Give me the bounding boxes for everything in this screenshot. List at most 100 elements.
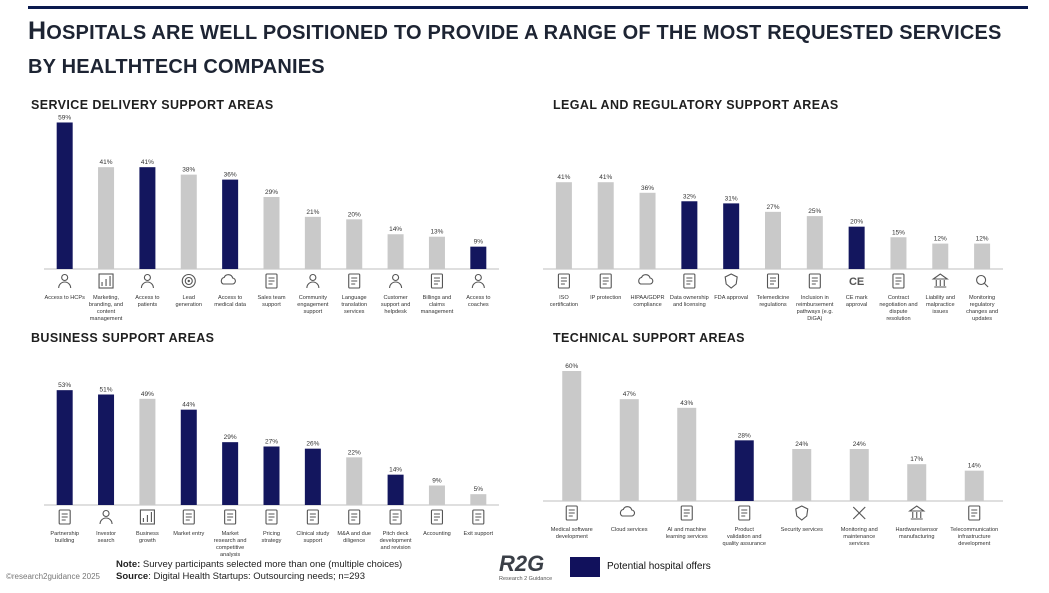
bar [907, 464, 927, 501]
data-label: 24% [795, 441, 808, 448]
invoice-icon [430, 273, 444, 289]
bar [848, 226, 865, 269]
bar [387, 234, 404, 269]
category-label: Cloud services [611, 527, 648, 533]
category-label: Exit support [464, 531, 494, 537]
footnote-source-text: : Digital Health Startups: Outsourcing n… [148, 571, 365, 582]
bar [806, 216, 823, 269]
category-label: Lead generation [176, 295, 202, 308]
data-label: 9% [432, 478, 442, 485]
handshake-icon [58, 509, 71, 525]
data-label: 44% [182, 402, 195, 409]
folder-icon [683, 273, 696, 289]
data-label: 31% [725, 195, 738, 202]
handshake-icon [892, 273, 905, 289]
r2g-logo: R2G Research 2 Guidance [499, 553, 559, 587]
data-label: 20% [348, 211, 361, 218]
bar [56, 122, 73, 269]
category-label: Investor search [96, 531, 116, 544]
bar [346, 219, 363, 269]
bar [890, 237, 907, 269]
category-label: Marketing, branding, and content management [89, 295, 123, 322]
bar [639, 192, 656, 269]
category-label: M&A and due diligence [337, 531, 371, 544]
data-label: 60% [565, 363, 578, 370]
data-label: 14% [389, 226, 402, 233]
category-label: Telecommunication infrastructure developme… [950, 527, 998, 547]
bar [139, 167, 156, 269]
legend-label: Potential hospital offers [607, 561, 711, 572]
category-label: Pitch deck development and revision [380, 531, 412, 551]
magnifier-icon [976, 274, 989, 288]
bar [56, 390, 73, 505]
category-label: ISO certification [550, 295, 578, 308]
data-label: 29% [224, 434, 237, 441]
checklist-icon [738, 505, 751, 521]
bar [677, 407, 697, 501]
bar [964, 470, 984, 501]
data-label: 43% [680, 400, 693, 407]
category-label: Telemedicine regulations [757, 295, 790, 308]
category-label: Business growth [136, 531, 159, 544]
bar [139, 398, 156, 505]
bar [562, 371, 582, 501]
data-label: 25% [808, 208, 821, 215]
data-label: 47% [623, 391, 636, 398]
presentation-icon [224, 509, 237, 525]
data-label: 15% [892, 229, 905, 236]
bar [765, 211, 781, 269]
bar [932, 243, 949, 269]
data-label: 22% [348, 449, 361, 456]
data-label: 26% [306, 441, 319, 448]
data-label: 27% [766, 204, 779, 211]
bar [428, 485, 445, 505]
pitch-board-icon [389, 509, 402, 525]
ce-mark-icon: CE [849, 276, 864, 288]
copyright: ©research2guidance 2025 [6, 572, 100, 581]
factory-icon [908, 505, 926, 520]
bar [734, 440, 754, 501]
bar [387, 474, 404, 505]
bar [470, 246, 487, 269]
bar [974, 243, 991, 269]
data-label: 9% [474, 239, 484, 246]
coach-icon [471, 273, 485, 289]
svg-text:CE: CE [849, 276, 864, 288]
page-title-rest: ospitals are well positioned to provide … [28, 22, 1002, 78]
tools-icon [852, 506, 866, 520]
data-label: 36% [641, 185, 654, 192]
category-label: Market research and competitive analysis [214, 531, 247, 558]
entry-door-icon [182, 509, 195, 525]
footnote-source-label: Source [116, 571, 149, 582]
data-label: 12% [976, 236, 989, 243]
category-label: Access to medical data [214, 295, 247, 308]
logo-sub-text: Research 2 Guidance [499, 576, 553, 582]
service-delivery-chart: 59% Access to HCPs 41% Marketing, branding, … [44, 114, 499, 322]
data-label: 24% [853, 441, 866, 448]
data-label: 32% [683, 193, 696, 200]
data-label: 27% [265, 439, 278, 446]
bar [723, 203, 740, 269]
calculator-icon [430, 509, 444, 525]
cloud-network-icon [619, 506, 636, 517]
data-label: 21% [306, 209, 319, 216]
category-label: IP protection [590, 295, 621, 301]
footnote-note-text: Survey participants selected more than o… [140, 559, 403, 570]
exit-icon [472, 509, 485, 525]
data-label: 28% [738, 432, 751, 439]
bar [681, 201, 698, 269]
data-label: 12% [934, 236, 947, 243]
category-label: AI and machine learning services [666, 527, 708, 540]
microscope-icon [306, 509, 319, 525]
robot-icon [680, 505, 693, 521]
data-label: 38% [182, 167, 195, 174]
id-card-icon [599, 273, 612, 289]
target-icon [181, 273, 196, 289]
business-chart: 53% Partnership building 51% Investor search 4… [44, 382, 499, 558]
data-label: 41% [141, 159, 154, 166]
panel-title-legal-regulatory: LEGAL AND REGULATORY SUPPORT AREAS [553, 98, 839, 112]
bar [792, 449, 812, 501]
legend-swatch [570, 557, 600, 577]
investor-icon [99, 509, 113, 525]
category-label: Sales team support [258, 295, 286, 308]
